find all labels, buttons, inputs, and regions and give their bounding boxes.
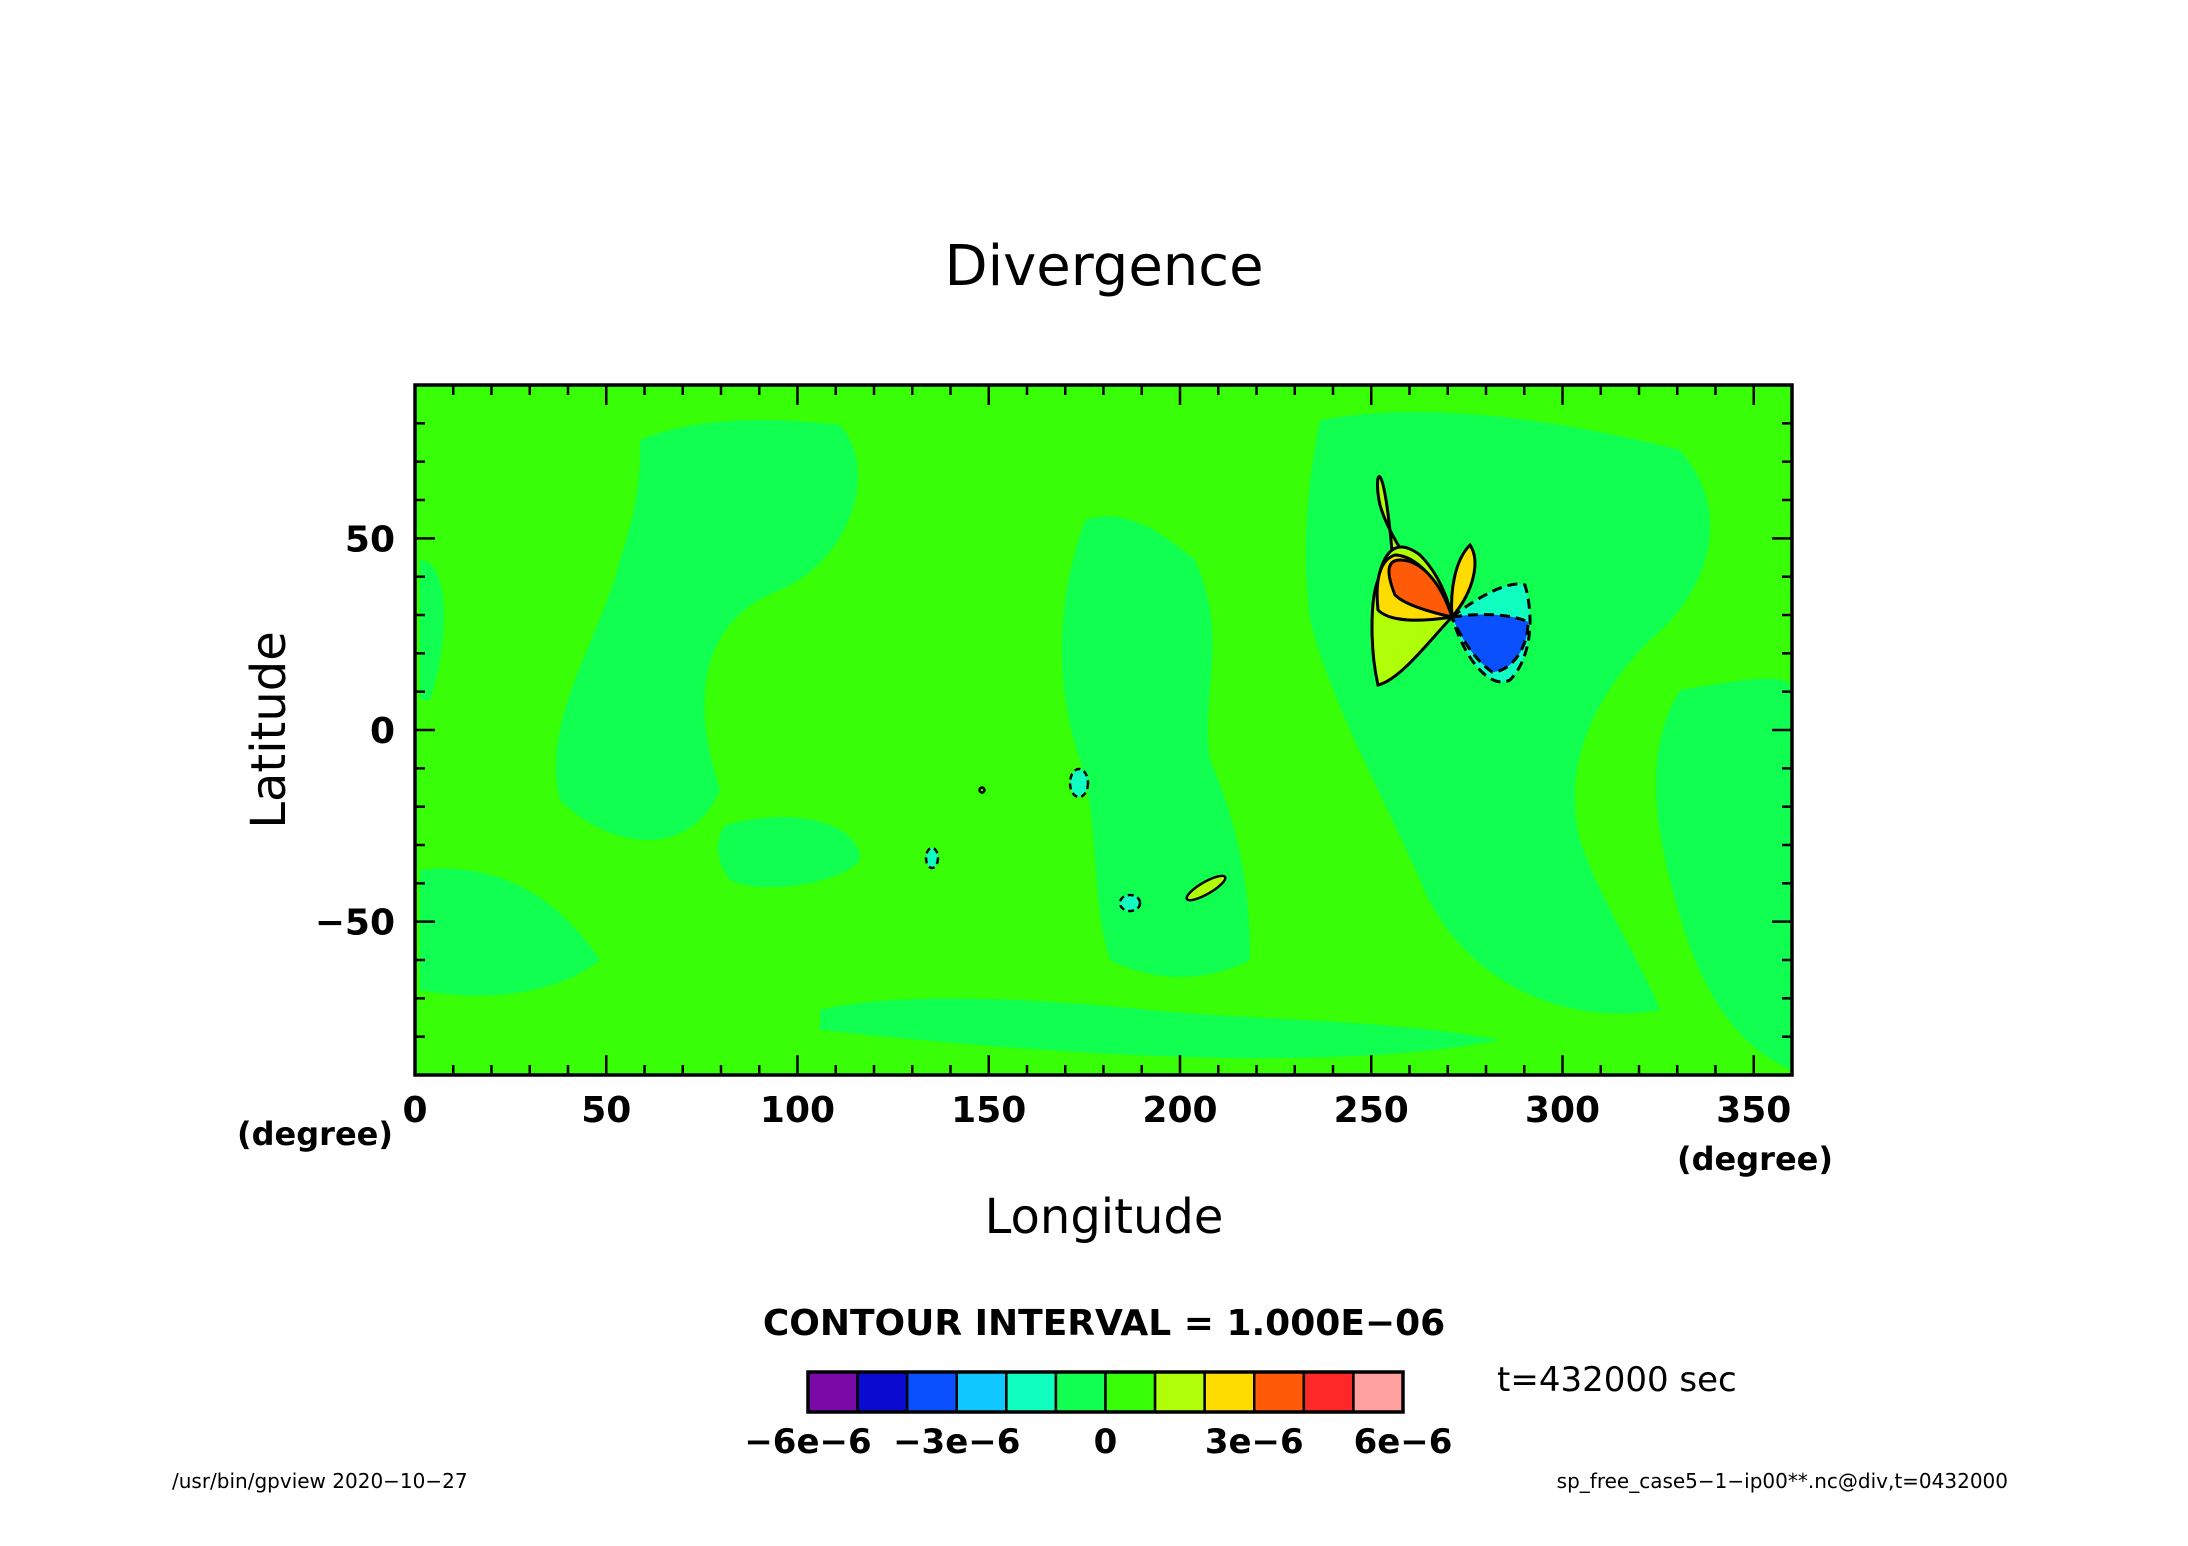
x-tick-label: 50 xyxy=(581,1090,631,1131)
y-tick-label: 0 xyxy=(370,711,395,752)
dipole-positive-cap xyxy=(1450,542,1477,621)
colorbar-tick-label: −3e−6 xyxy=(893,1422,1020,1462)
colorbar-swatch xyxy=(1253,1370,1306,1414)
dipole-positive-4e6 xyxy=(1387,558,1455,620)
x-tick-label: 200 xyxy=(1142,1090,1217,1131)
colorbar-swatch xyxy=(955,1370,1008,1414)
x-tick-label: 350 xyxy=(1716,1090,1791,1131)
colorbar-swatch xyxy=(856,1370,909,1414)
contour-interval-label: CONTOUR INTERVAL = 1.000E−06 xyxy=(763,1303,1445,1344)
colorbar-tick-labels: −6e−6 −3e−6 0 3e−6 6e−6 xyxy=(744,1422,1452,1462)
small-positive-1 xyxy=(1185,874,1227,902)
colorbar-swatch xyxy=(1153,1370,1206,1414)
colorbar-tick-label: 6e−6 xyxy=(1354,1422,1453,1462)
colorbar-tick-label: 0 xyxy=(1094,1422,1118,1462)
colorbar-frame xyxy=(806,1370,1405,1414)
x-tick-label: 100 xyxy=(760,1090,835,1131)
colorbar-swatch xyxy=(806,1370,859,1414)
colorbar-swatch xyxy=(1203,1370,1256,1414)
colorbar-swatch xyxy=(905,1370,959,1414)
small-negative-1 xyxy=(1068,767,1090,799)
x-tick-label: 250 xyxy=(1334,1090,1409,1131)
footer-left: /usr/bin/gpview 2020−10−27 xyxy=(172,1469,468,1493)
axis-ticks xyxy=(413,383,1794,1077)
x-axis-label: Longitude xyxy=(985,1189,1224,1245)
contour-band-0-to-1e-6 xyxy=(420,411,1792,1070)
x-tick-labels: 0 50 100 150 200 250 300 350 xyxy=(402,1090,1791,1131)
small-positive-dot xyxy=(978,786,986,794)
colorbar-tick-label: −6e−6 xyxy=(744,1422,871,1462)
small-negative-3 xyxy=(1118,893,1142,913)
plot-area xyxy=(415,385,1792,1075)
x-axis-unit-right: (degree) xyxy=(1677,1140,1833,1178)
time-label: t=432000 sec xyxy=(1497,1360,1737,1400)
small-contours xyxy=(924,767,1227,913)
colorbar xyxy=(806,1370,1405,1414)
dipole-negative-core xyxy=(1449,613,1530,674)
colorbar-swatch xyxy=(1005,1370,1058,1414)
y-tick-label: −50 xyxy=(315,903,395,944)
y-tick-label: 50 xyxy=(345,519,395,560)
colorbar-swatch xyxy=(1352,1370,1405,1414)
colorbar-swatch xyxy=(1104,1370,1157,1414)
footer-right: sp_free_case5−1−ip00**.nc@div,t=0432000 xyxy=(1557,1469,2008,1493)
colorbar-tick-label: 3e−6 xyxy=(1205,1422,1304,1462)
colorbar-swatch xyxy=(1054,1370,1107,1414)
y-axis-label: Latitude xyxy=(241,631,297,829)
chart-title: Divergence xyxy=(944,234,1263,299)
small-negative-2 xyxy=(924,846,940,870)
x-axis-unit-left: (degree) xyxy=(237,1115,393,1153)
colorbar-swatch xyxy=(1302,1370,1355,1414)
y-tick-labels: −50 0 50 xyxy=(315,519,395,943)
x-tick-label: 0 xyxy=(402,1090,427,1131)
divergence-dipole xyxy=(1370,475,1532,687)
x-tick-label: 300 xyxy=(1525,1090,1600,1131)
x-tick-label: 150 xyxy=(951,1090,1026,1131)
